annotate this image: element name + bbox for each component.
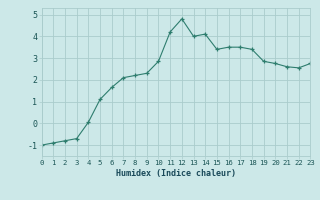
X-axis label: Humidex (Indice chaleur): Humidex (Indice chaleur) bbox=[116, 169, 236, 178]
